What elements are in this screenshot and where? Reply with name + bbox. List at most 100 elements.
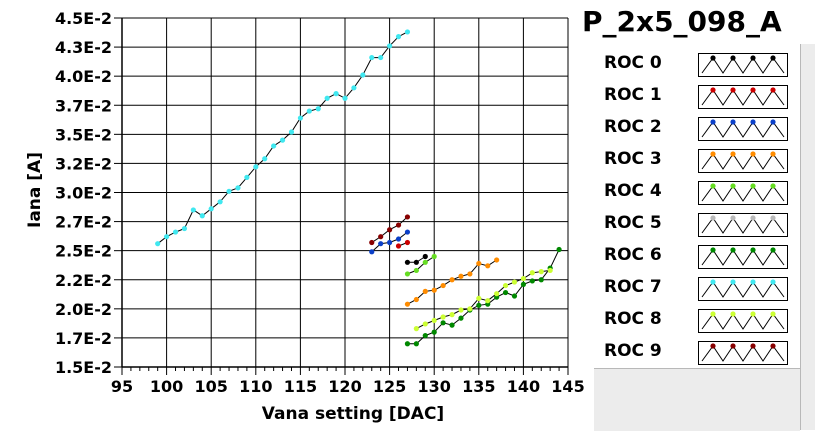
legend-marker [770,87,776,93]
data-point-roc-8 [502,282,509,289]
data-point-roc-2 [395,236,402,242]
series-roc-3 [404,257,500,307]
legend-swatch [698,85,788,109]
legend-marker [750,183,756,189]
x-tick-label: 140 [507,377,540,396]
data-point-roc-3 [476,260,482,267]
y-tick-label: 3.5E-2 [55,125,112,144]
data-point-roc-3 [413,296,419,303]
legend-marker [750,151,756,157]
data-point-roc-8 [538,269,544,275]
x-tick-label: 120 [328,377,361,396]
x-tick-label: 105 [194,377,227,396]
legend-label: ROC 4 [604,181,662,201]
legend-item-roc-4: ROC 4 [594,179,800,207]
data-point-roc-4 [413,267,419,274]
data-point-roc-9 [369,239,375,246]
data-point-roc-7 [208,206,214,212]
legend-label: ROC 8 [604,309,662,329]
legend-item-roc-1: ROC 1 [594,83,800,111]
series-roc-6 [404,246,562,347]
data-point-roc-3 [422,288,428,294]
data-point-roc-4 [431,253,437,260]
legend-marker [770,247,776,253]
legend-marker [750,343,756,349]
legend-label: ROC 7 [604,277,662,297]
data-point-roc-6 [440,320,446,326]
legend-swatch [698,309,788,333]
legend-marker [710,55,716,61]
data-point-roc-6 [529,278,535,284]
legend-marker [770,183,776,189]
x-tick-label: 100 [150,377,183,396]
data-point-roc-3 [404,301,411,307]
data-point-roc-3 [431,287,437,293]
data-point-roc-7 [288,129,295,135]
data-point-roc-8 [494,291,500,297]
axis-labels: 95 100 105 110 115 120 125 130 135 140 145 1.5E-2 1.… [55,9,585,396]
data-point-roc-7 [244,174,250,180]
legend-marker [730,119,736,125]
data-point-roc-9 [387,227,393,233]
legend-swatch [698,277,788,301]
data-point-roc-1 [395,243,402,249]
data-point-roc-7 [262,156,268,162]
data-point-roc-7 [306,108,312,114]
legend-marker [730,215,736,221]
data-point-roc-2 [404,229,411,235]
chart-title: P_2x5_098_A [582,5,782,38]
data-point-roc-8 [485,298,491,304]
legend-marker [730,151,736,157]
legend-swatch [698,149,788,173]
y-tick-label: 2.5E-2 [55,242,112,261]
data-point-roc-7 [279,137,286,143]
y-tick-label: 4.0E-2 [55,67,112,86]
data-point-roc-0 [404,259,411,265]
legend-marker [730,87,736,93]
data-point-roc-2 [378,241,384,247]
data-point-roc-4 [422,259,428,265]
data-point-roc-7 [190,207,196,213]
data-point-roc-7 [315,106,321,112]
series-roc-8 [413,267,553,332]
legend-marker [750,215,756,221]
x-tick-label: 135 [462,377,495,396]
data-point-roc-7 [155,241,161,247]
data-point-roc-8 [440,314,446,320]
legend-marker [730,343,736,349]
data-point-roc-7 [387,43,393,49]
legend-marker [770,151,776,157]
data-point-roc-3 [467,271,473,277]
data-point-roc-0 [422,253,428,260]
data-point-roc-3 [449,277,455,283]
series-roc-0 [404,253,428,265]
legend-label: ROC 5 [604,213,662,233]
panel-divider-right [800,44,815,430]
series-roc-9 [369,214,411,246]
data-point-roc-8 [413,326,419,332]
legend-marker [730,247,736,253]
legend-item-roc-8: ROC 8 [594,307,800,335]
legend-swatch [698,117,788,141]
legend-swatch [698,341,788,365]
legend-label: ROC 2 [604,117,662,137]
data-point-roc-7 [324,95,330,101]
legend-marker [770,215,776,221]
x-tick-label: 125 [373,377,406,396]
y-tick-label: 3.0E-2 [55,184,112,203]
data-point-roc-7 [164,234,170,240]
x-tick-label: 110 [239,377,272,396]
data-point-roc-6 [449,322,455,328]
legend-marker [770,119,776,125]
legend-marker [710,183,716,189]
data-point-roc-6 [556,246,562,253]
legend-swatch [698,181,788,205]
data-point-roc-8 [476,295,482,301]
data-point-roc-9 [378,234,384,240]
legend: ROC 0 ROC 1 ROC 2 ROC 3 ROC 4 ROC 5 ROC 6 ROC 7… [594,44,800,368]
data-point-roc-7 [253,164,259,170]
y-axis-title: Iana [A] [25,152,45,228]
y-tick-label: 3.7E-2 [55,96,112,115]
data-point-roc-6 [413,341,419,347]
legend-marker [710,119,716,125]
